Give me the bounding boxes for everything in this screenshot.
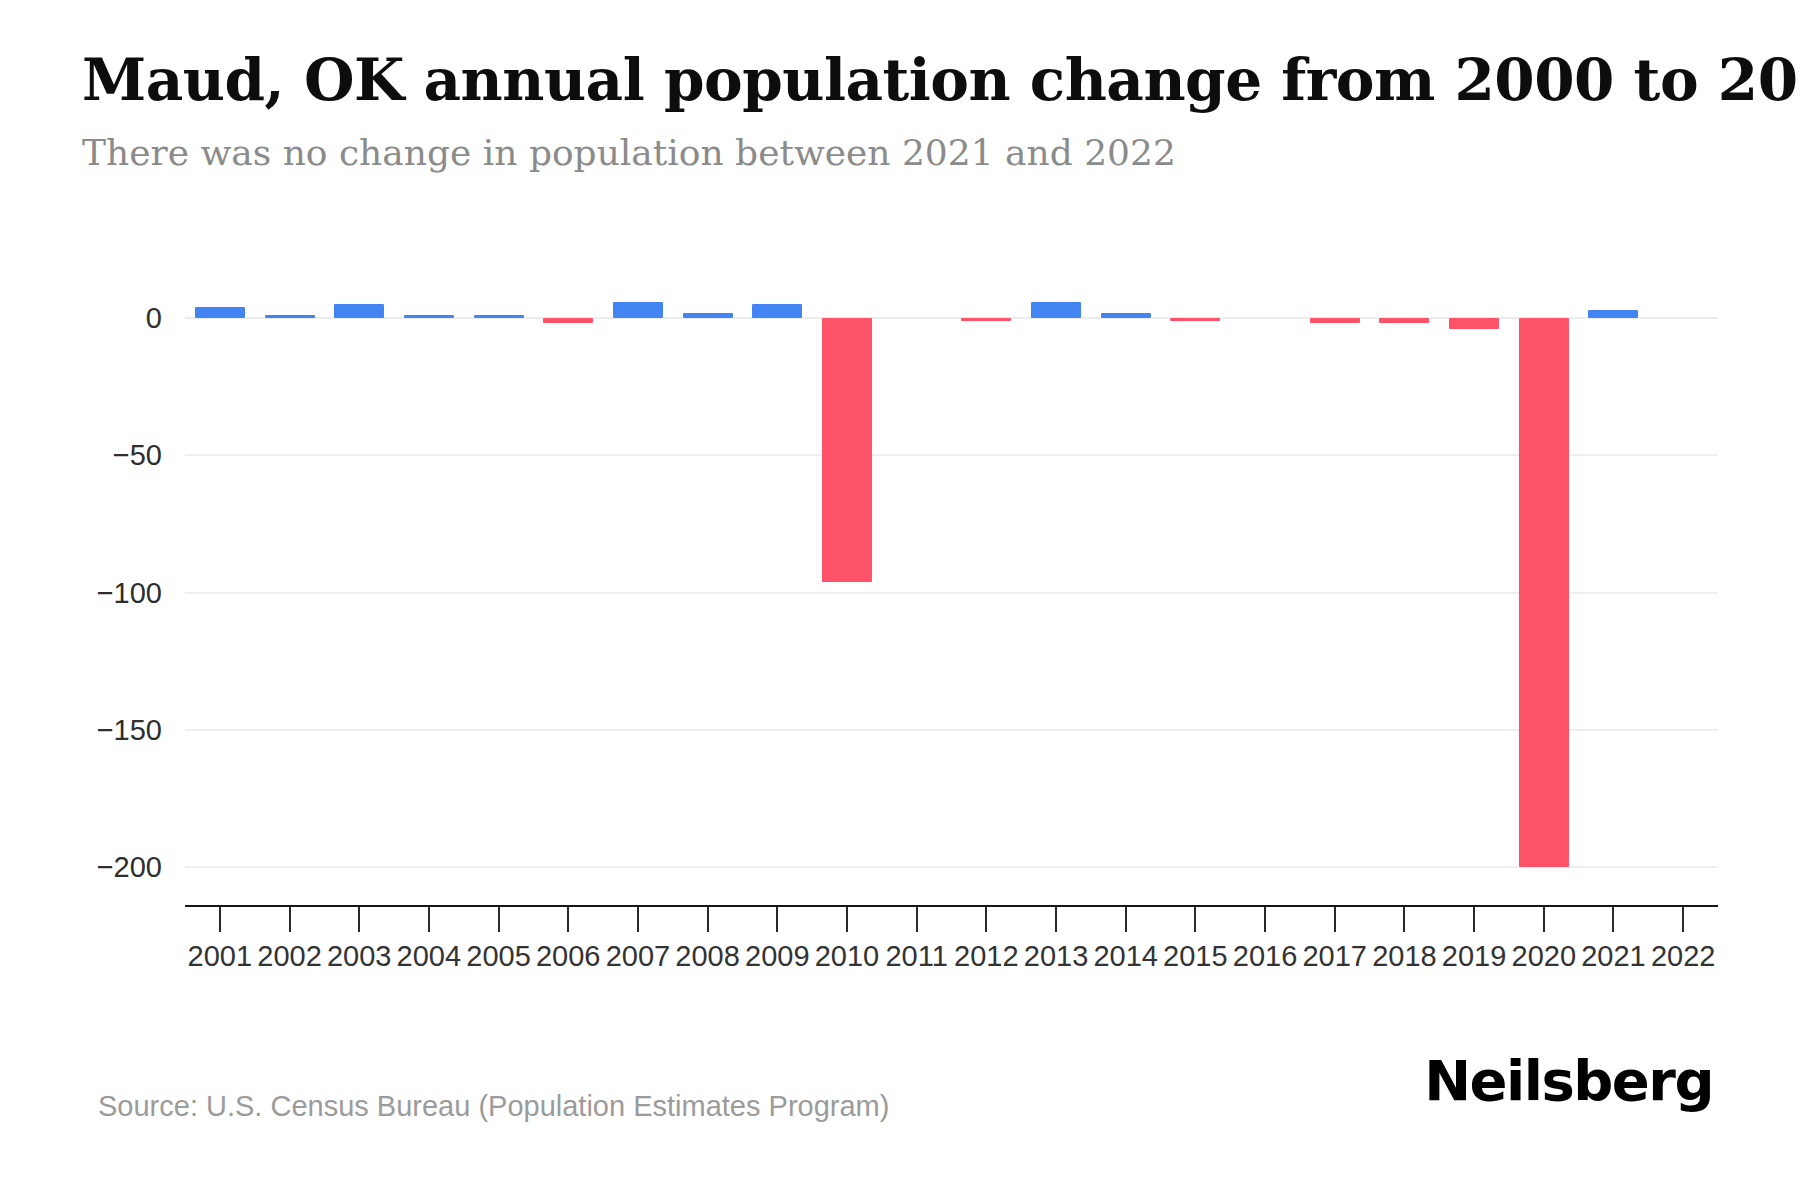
bar-chart: 0−50−100−150−200 20012002200320042005200… bbox=[0, 260, 1800, 980]
y-axis-tick-label: −50 bbox=[0, 437, 162, 473]
x-axis-tick bbox=[498, 907, 500, 932]
x-axis-tick bbox=[1403, 907, 1405, 932]
plot-area bbox=[185, 260, 1718, 907]
bar-2007[interactable] bbox=[613, 302, 663, 318]
x-axis-tick bbox=[219, 907, 221, 932]
y-gridline bbox=[185, 866, 1718, 868]
x-axis-tick bbox=[1473, 907, 1475, 932]
y-axis-tick-label: −200 bbox=[0, 849, 162, 885]
x-axis-tick bbox=[428, 907, 430, 932]
bar-2018[interactable] bbox=[1379, 318, 1429, 323]
y-gridline bbox=[185, 454, 1718, 456]
x-axis-tick bbox=[1612, 907, 1614, 932]
bar-2013[interactable] bbox=[1031, 302, 1081, 318]
x-axis-tick bbox=[1194, 907, 1196, 932]
y-axis-tick-label: −100 bbox=[0, 575, 162, 611]
x-axis-tick bbox=[916, 907, 918, 932]
y-gridline bbox=[185, 729, 1718, 731]
y-gridline bbox=[185, 592, 1718, 594]
bar-2003[interactable] bbox=[334, 304, 384, 318]
source-credit: Source: U.S. Census Bureau (Population E… bbox=[98, 1090, 889, 1123]
x-axis-tick bbox=[985, 907, 987, 932]
x-axis-tick bbox=[1125, 907, 1127, 932]
bar-2014[interactable] bbox=[1101, 313, 1151, 318]
bar-2020[interactable] bbox=[1519, 318, 1569, 867]
x-axis-tick bbox=[567, 907, 569, 932]
bar-2006[interactable] bbox=[543, 318, 593, 323]
bar-2019[interactable] bbox=[1449, 318, 1499, 329]
x-axis-tick bbox=[1334, 907, 1336, 932]
x-axis-tick bbox=[358, 907, 360, 932]
x-axis-tick bbox=[846, 907, 848, 932]
x-axis-tick bbox=[776, 907, 778, 932]
y-axis-tick-label: −150 bbox=[0, 712, 162, 748]
bar-2009[interactable] bbox=[752, 304, 802, 318]
chart-title: Maud, OK annual population change from 2… bbox=[82, 46, 1800, 114]
x-axis-tick bbox=[1682, 907, 1684, 932]
bar-2015[interactable] bbox=[1170, 318, 1220, 321]
bar-2010[interactable] bbox=[822, 318, 872, 582]
bar-2021[interactable] bbox=[1588, 310, 1638, 318]
x-axis-tick bbox=[289, 907, 291, 932]
chart-subtitle: There was no change in population betwee… bbox=[82, 132, 1176, 173]
bar-2008[interactable] bbox=[683, 313, 733, 318]
x-axis-tick bbox=[1543, 907, 1545, 932]
x-axis-tick bbox=[707, 907, 709, 932]
bar-2012[interactable] bbox=[961, 318, 1011, 321]
y-axis-tick-label: 0 bbox=[0, 300, 162, 336]
bar-2017[interactable] bbox=[1310, 318, 1360, 323]
bar-2004[interactable] bbox=[404, 315, 454, 318]
bar-2005[interactable] bbox=[474, 315, 524, 318]
x-axis-tick bbox=[1055, 907, 1057, 932]
x-axis-tick bbox=[637, 907, 639, 932]
bar-2002[interactable] bbox=[265, 315, 315, 318]
neilsberg-logo: Neilsberg bbox=[1424, 1048, 1713, 1113]
bar-2001[interactable] bbox=[195, 307, 245, 318]
x-axis-tick bbox=[1264, 907, 1266, 932]
x-axis-tick-label: 2022 bbox=[1628, 940, 1738, 973]
